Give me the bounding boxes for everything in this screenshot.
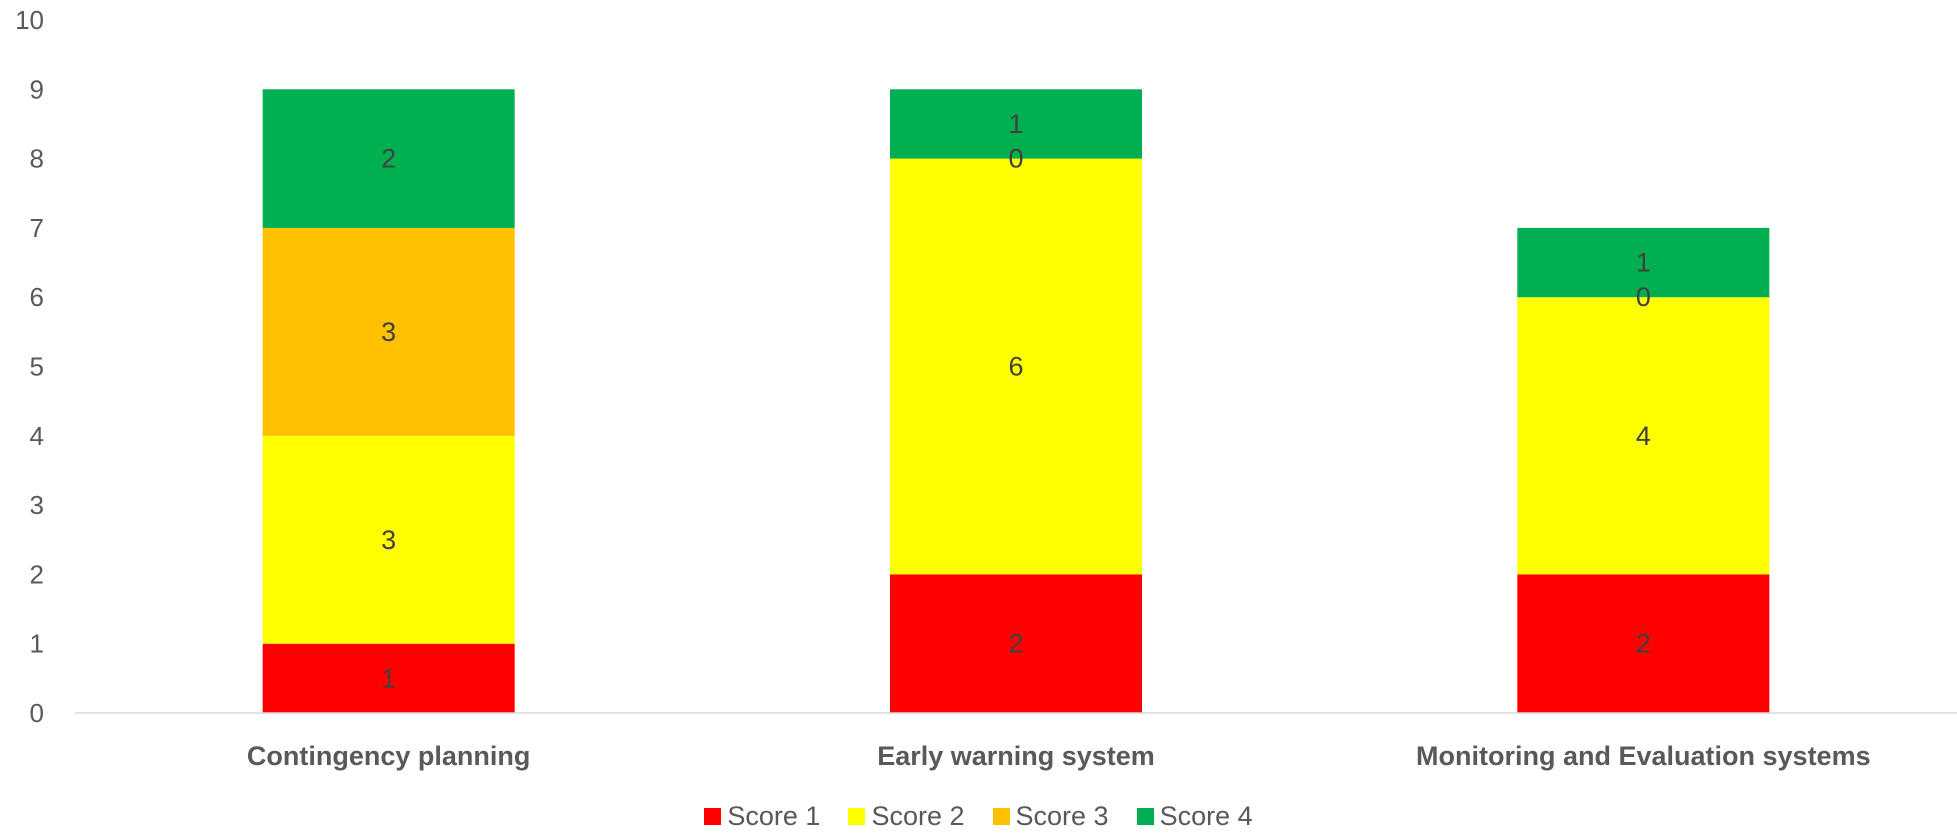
legend-label: Score 3 (1015, 800, 1109, 831)
legend-label: Score 4 (1159, 800, 1253, 831)
y-tick-label: 8 (30, 144, 44, 174)
bar-segment-score-1 (1517, 574, 1770, 713)
legend-item-score-1: Score 1 (704, 800, 821, 831)
legend-swatch (848, 807, 866, 825)
bar-segment-score-3 (262, 227, 515, 436)
bar-segment-score-2 (1517, 297, 1770, 575)
legend-item-score-3: Score 3 (992, 800, 1109, 831)
legend-swatch (704, 807, 722, 825)
bar-segment-score-4 (262, 89, 515, 228)
data-label: 1 (381, 663, 396, 693)
bar-segment-score-4 (890, 89, 1142, 159)
y-tick-label: 1 (30, 629, 44, 659)
y-tick-label: 0 (30, 698, 44, 728)
bar-segment-score-4 (1517, 227, 1770, 298)
data-label: 2 (1008, 629, 1023, 659)
data-label: 3 (381, 317, 396, 347)
data-label: 6 (1008, 352, 1023, 382)
y-tick-label: 3 (30, 490, 44, 520)
legend-item-score-2: Score 2 (848, 800, 965, 831)
y-tick-label: 2 (30, 559, 44, 589)
data-label: 2 (1636, 629, 1651, 659)
legend-label: Score 2 (871, 800, 965, 831)
y-tick-label: 6 (30, 282, 44, 312)
y-tick-label: 4 (30, 421, 44, 451)
data-label: 3 (381, 525, 396, 555)
data-label: 1 (1008, 109, 1023, 139)
legend-label: Score 1 (727, 800, 821, 831)
bar-segment-score-1 (262, 643, 515, 713)
y-tick-label: 10 (15, 5, 44, 35)
x-axis-labels: Contingency planning Early warning system… (247, 741, 1871, 771)
data-label: 2 (381, 144, 396, 174)
x-category-label: Monitoring and Evaluation systems (1416, 741, 1871, 771)
data-label: 4 (1636, 421, 1651, 451)
bar-segment-score-2 (262, 435, 515, 644)
data-label: 1 (1636, 248, 1651, 278)
legend-swatch (992, 807, 1010, 825)
x-category-label: Early warning system (877, 741, 1155, 771)
legend-swatch (1136, 807, 1154, 825)
bar-segment-score-1 (890, 574, 1142, 713)
legend: Score 1 Score 2 Score 3 Score 4 (0, 800, 1957, 832)
x-category-label: Contingency planning (247, 741, 531, 771)
data-label: 0 (1008, 144, 1023, 174)
y-axis: 0 1 2 3 4 5 6 7 8 9 10 (15, 5, 44, 728)
bars (262, 89, 1770, 713)
data-label: 0 (1636, 282, 1651, 312)
legend-item-score-4: Score 4 (1136, 800, 1253, 831)
y-tick-label: 5 (30, 352, 44, 382)
bar-segment-score-2 (890, 158, 1142, 575)
y-tick-label: 7 (30, 213, 44, 243)
y-tick-label: 9 (30, 74, 44, 104)
data-labels: 1 3 3 2 2 6 0 1 2 4 0 1 (381, 109, 1651, 693)
chart-plot-area: 0 1 2 3 4 5 6 7 8 9 10 1 3 3 2 2 6 0 1 2 4 0 1 Contingency pl… (15, 5, 1957, 771)
